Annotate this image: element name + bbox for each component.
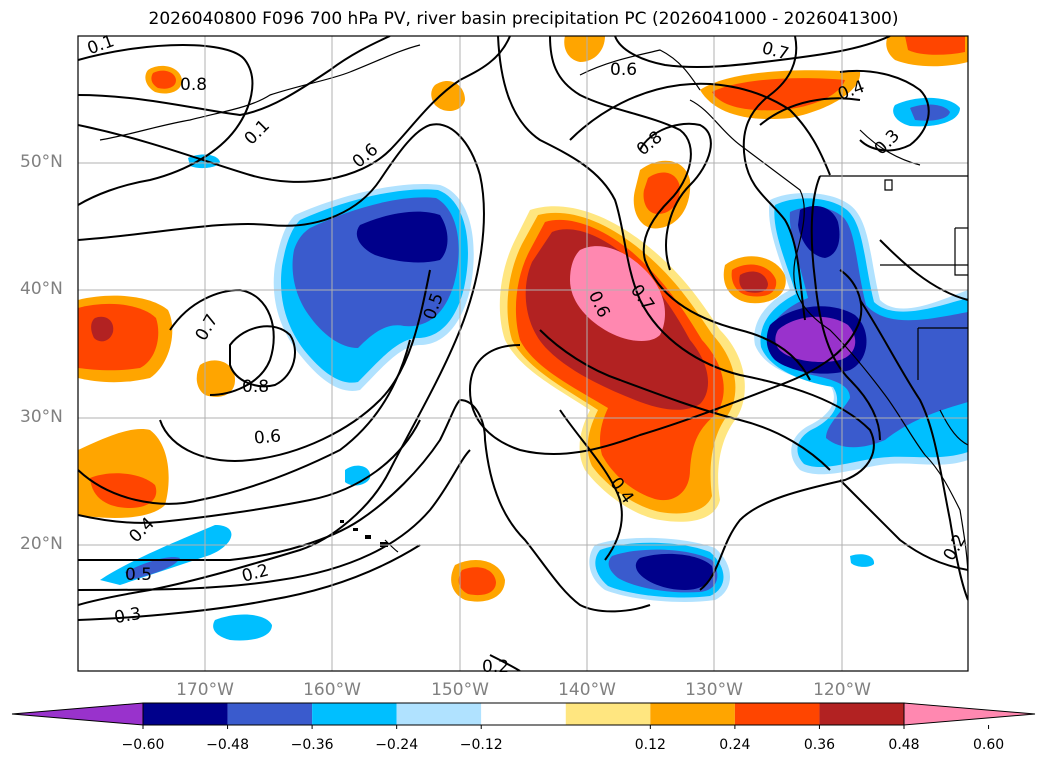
lat-label-40n: 40°N bbox=[20, 279, 63, 299]
precip-blob-nw-dark bbox=[356, 211, 448, 263]
contour-label: 0.8 bbox=[633, 127, 667, 160]
colorbar-tick-label: 0.48 bbox=[888, 737, 920, 753]
colorbar-border bbox=[142, 702, 905, 726]
colorbar-swatch bbox=[819, 703, 904, 725]
contour-label: 0.1 bbox=[85, 31, 117, 59]
precip-blob-east-dark bbox=[798, 206, 840, 258]
lat-label-50n: 50°N bbox=[20, 152, 63, 172]
contour-label: 0.7 bbox=[760, 38, 791, 64]
colorbar-swatch bbox=[396, 703, 482, 725]
lon-label-140w: 140°W bbox=[558, 680, 616, 700]
contour-label: 0.6 bbox=[610, 60, 637, 80]
coastlines bbox=[99, 44, 968, 581]
colorbar-tick-label: 0.12 bbox=[634, 737, 666, 753]
contour-label: 0.3 bbox=[871, 126, 904, 159]
contour-label: 0.1 bbox=[241, 116, 274, 149]
colorbar-tick-label: −0.24 bbox=[375, 737, 419, 753]
precip-blob-west-3 bbox=[196, 360, 235, 397]
contour-label: 0.6 bbox=[253, 426, 282, 448]
contour-label: 0.7 bbox=[192, 311, 223, 344]
colorbar-swatch bbox=[143, 703, 228, 725]
colorbar-extend-max bbox=[903, 702, 1036, 726]
colorbar-tick-label: 0.36 bbox=[803, 737, 836, 753]
colorbar-swatch bbox=[565, 703, 651, 725]
lat-label-30n: 30°N bbox=[20, 407, 63, 427]
contour-label: 0.2 bbox=[482, 657, 509, 677]
precip-blob-north-inner bbox=[643, 172, 680, 214]
precip-field bbox=[78, 36, 968, 671]
precip-blob-sw-2 bbox=[213, 614, 272, 641]
contour-label: 0.3 bbox=[113, 604, 143, 628]
colorbar-tick-label: 0.24 bbox=[719, 737, 751, 753]
precip-blob-south-dark bbox=[635, 553, 713, 590]
contour-label: 0.2 bbox=[940, 531, 971, 564]
contour-label: 0.6 bbox=[349, 140, 383, 173]
pv-contours bbox=[78, 36, 968, 671]
plot-border bbox=[77, 35, 969, 672]
lon-label-170w: 170°W bbox=[176, 680, 234, 700]
lon-label-120w: 120°W bbox=[813, 680, 871, 700]
precip-blob-east-purple bbox=[775, 316, 856, 363]
lon-label-150w: 150°W bbox=[431, 680, 489, 700]
colorbar-swatch bbox=[312, 703, 397, 725]
lon-label-130w: 130°W bbox=[685, 680, 743, 700]
colorbar-extend-min bbox=[11, 702, 144, 726]
colorbar-tick-label: −0.60 bbox=[121, 737, 165, 753]
precip-blob-small-neg-2 bbox=[850, 554, 875, 567]
colorbar-swatch bbox=[481, 703, 566, 725]
contour-label: 0.8 bbox=[242, 377, 269, 397]
contour-label: 0.4 bbox=[125, 514, 158, 547]
colorbar bbox=[11, 702, 1036, 729]
colorbar-tick-label: −0.12 bbox=[459, 737, 503, 753]
precip-blob-gulf bbox=[431, 80, 465, 112]
map-title: 2026040800 F096 700 hPa PV, river basin … bbox=[148, 9, 899, 29]
colorbar-swatch bbox=[734, 703, 820, 725]
islands bbox=[340, 520, 388, 547]
precip-blob-n-pos bbox=[564, 36, 605, 62]
precip-blob-center-pink bbox=[570, 246, 665, 342]
colorbar-swatch bbox=[227, 703, 313, 725]
colorbar-tick-label: −0.36 bbox=[290, 737, 334, 753]
gridlines bbox=[78, 36, 968, 671]
colorbar-swatch bbox=[650, 703, 735, 725]
lon-label-160w: 160°W bbox=[303, 680, 361, 700]
colorbar-tick-label: −0.48 bbox=[206, 737, 249, 753]
lat-label-20n: 20°N bbox=[20, 534, 63, 554]
contour-label: 0.5 bbox=[125, 565, 152, 585]
colorbar-tick-label: 0.60 bbox=[972, 737, 1005, 753]
contour-label: 0.8 bbox=[180, 75, 207, 95]
